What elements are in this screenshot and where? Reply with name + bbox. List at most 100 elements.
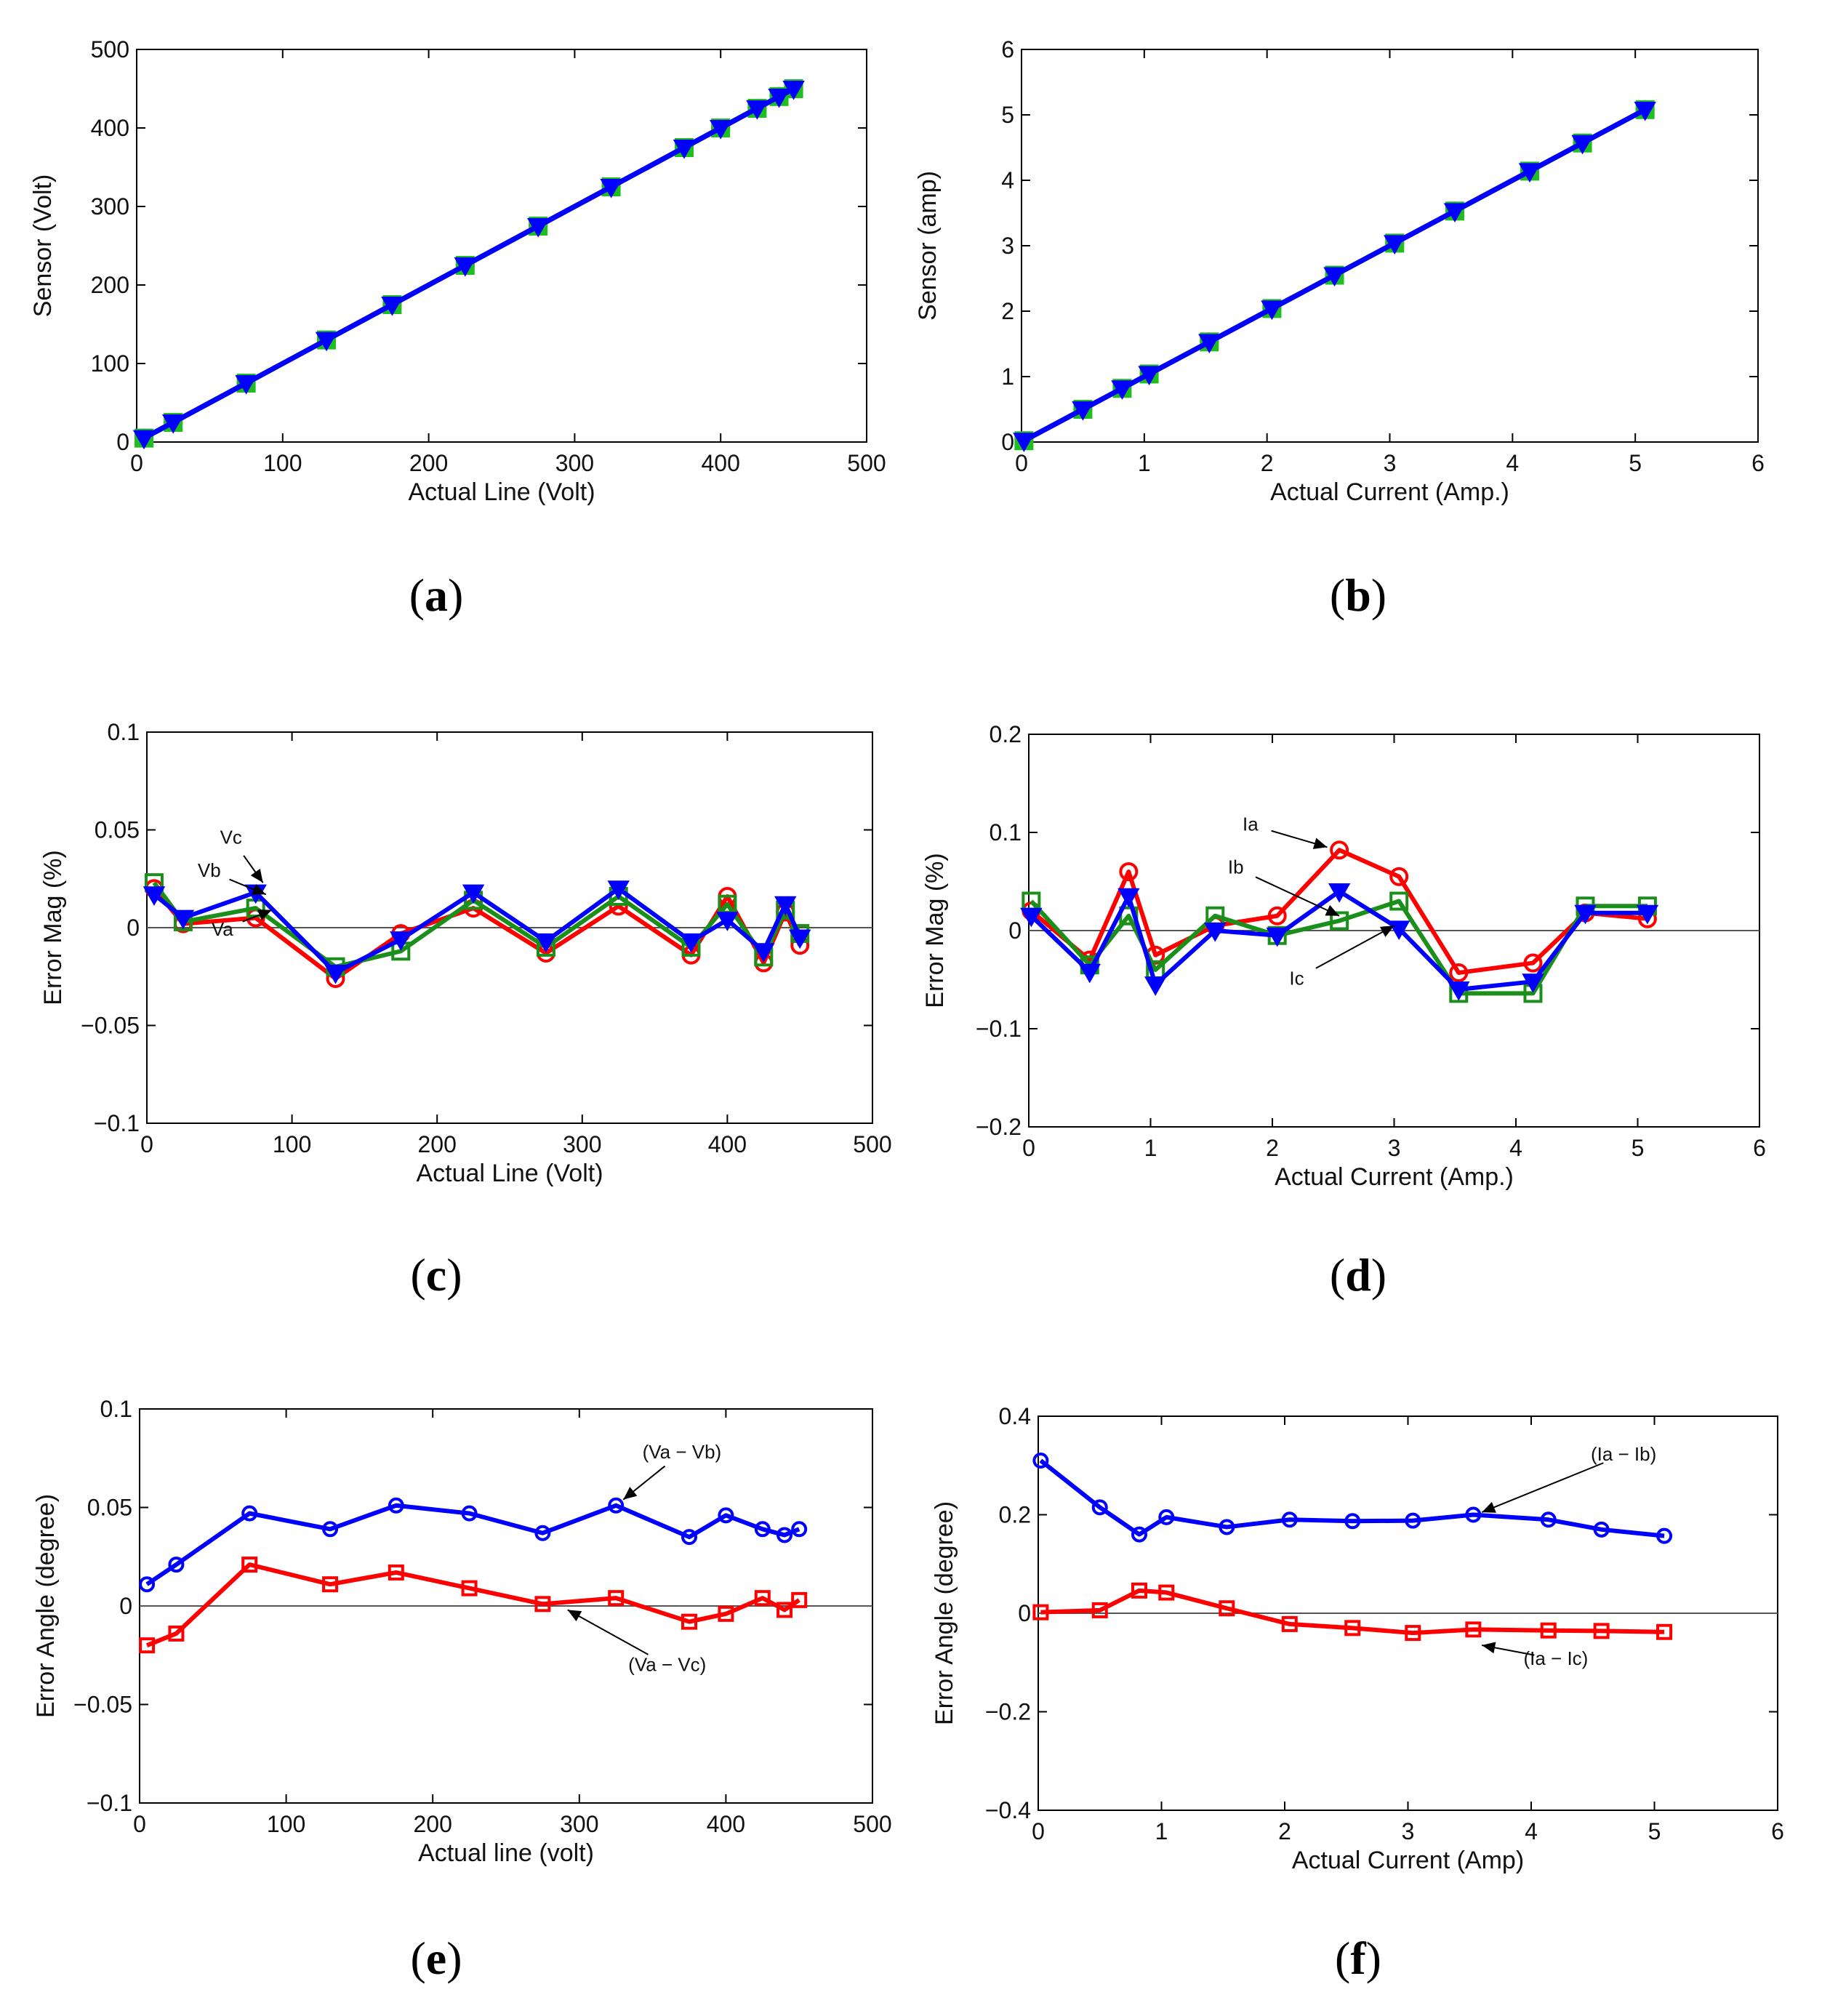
chart-f: 0 1 2 3 4 5 6 −0.4 −0.2 0 0.2 0.4 Actual Current (Am… <box>931 1403 1784 1984</box>
y-tick-label: 2 <box>1001 298 1014 324</box>
annotation-label: (Va − Vb) <box>643 1441 722 1463</box>
marker-s0-p1 <box>168 1557 185 1573</box>
marker-s2-p11 <box>1636 904 1659 925</box>
marker-s0-p9 <box>1540 1511 1557 1528</box>
annotation-label: Ic <box>1289 967 1304 989</box>
x-tick-label: 300 <box>563 1131 601 1157</box>
annotation-label: (Ia − Ib) <box>1591 1443 1656 1465</box>
marker-s2-p0 <box>1013 433 1035 452</box>
marker-s1-p2 <box>1131 1582 1147 1599</box>
series-line-0 <box>145 1503 800 1586</box>
x-tick-label: 0 <box>1015 450 1028 476</box>
y-tick-label: 4 <box>1001 167 1014 193</box>
marker-s0-p0 <box>139 1576 156 1593</box>
x-axis-label: Actual Line (Volt) <box>416 1160 603 1187</box>
marker-s1-p1 <box>168 1625 185 1642</box>
annotation-label: (Va − Vc) <box>628 1653 706 1675</box>
marker-s2-p10 <box>753 943 775 963</box>
chart-a: 0 100 200 300 400 500 0 100 200 300 400 500 Actual L… <box>29 36 886 621</box>
annotation-arrow-line <box>1481 1462 1604 1514</box>
panel-caption: (b) <box>1330 569 1386 621</box>
x-tick-label: 4 <box>1506 450 1519 476</box>
marker-s1-p8 <box>1465 1621 1482 1638</box>
marker-s2-p9 <box>1518 163 1541 183</box>
marker-s1-p10 <box>754 1590 771 1607</box>
y-tick-label: −0.1 <box>976 1016 1022 1042</box>
chart-c: 0 100 200 300 400 500 −0.1 −0.05 0 0.05 0.1 Actual … <box>39 719 892 1301</box>
marker-s1-p8 <box>681 1613 697 1630</box>
marker-s2-p3 <box>1138 366 1160 386</box>
marker-s2-p3 <box>315 332 338 352</box>
annotation-arrow-head <box>1325 904 1340 916</box>
annotation-arrow-head <box>1379 925 1394 937</box>
marker-s0-p8 <box>681 1529 697 1546</box>
y-tick-label: 0 <box>119 1593 132 1619</box>
x-tick-label: 500 <box>853 1131 891 1157</box>
x-tick-label: 400 <box>708 1131 747 1157</box>
marker-s0-p2 <box>1131 1526 1147 1543</box>
marker-s2-p11 <box>1634 101 1656 121</box>
marker-s1-p7 <box>1405 1625 1421 1642</box>
x-tick-label: 1 <box>1155 1818 1168 1844</box>
marker-s1-p6 <box>1330 911 1349 931</box>
annotation-arrow-line <box>1255 876 1340 917</box>
y-tick-label: −0.2 <box>976 1114 1022 1140</box>
marker-s1-p5 <box>1281 1615 1298 1632</box>
marker-s1-p5 <box>461 1580 478 1597</box>
x-tick-label: 5 <box>1648 1818 1661 1844</box>
marker-s1-p7 <box>1389 891 1409 911</box>
x-tick-label: 200 <box>409 450 448 476</box>
annotation-arrow-line <box>1315 925 1394 969</box>
y-axis-label: Error Mag (%) <box>921 853 949 1008</box>
panel-caption-letter: b <box>1345 569 1371 621</box>
y-axis-label: Error Angle (degree) <box>931 1501 958 1725</box>
marker-s0-p11 <box>776 1527 793 1543</box>
series-line-1 <box>145 1562 800 1647</box>
x-axis-label: Actual Current (Amp.) <box>1270 478 1509 506</box>
x-axis-label: Actual Line (Volt) <box>408 478 595 506</box>
marker-s2-p4 <box>390 931 412 951</box>
panel-caption-letter: c <box>426 1249 446 1301</box>
marker-s2-p1 <box>1078 963 1101 984</box>
y-tick-label: 300 <box>91 193 129 220</box>
marker-s2-p8 <box>673 140 696 159</box>
annotation-arrow-head <box>257 909 272 920</box>
marker-s0-p0 <box>1032 1452 1049 1469</box>
marker-s2-p4 <box>381 297 404 316</box>
y-tick-label: 0 <box>1018 1600 1031 1626</box>
marker-s1-p0 <box>139 1637 156 1654</box>
marker-s0-p7 <box>1405 1512 1421 1529</box>
y-tick-label: 0 <box>1008 917 1022 944</box>
y-tick-label: −0.4 <box>985 1797 1031 1823</box>
marker-s1-p4 <box>388 1564 404 1581</box>
y-tick-label: −0.1 <box>87 1790 132 1816</box>
panel-caption: (c) <box>410 1249 462 1301</box>
marker-s2-p5 <box>454 257 477 277</box>
y-axis-label: Sensor (amp) <box>914 171 942 321</box>
annotation-arrow-head <box>251 883 266 895</box>
x-tick-label: 4 <box>1525 1818 1538 1844</box>
x-tick-label: 2 <box>1261 450 1274 476</box>
marker-s2-p5 <box>1261 300 1283 321</box>
marker-s1-p11 <box>776 1602 793 1618</box>
marker-s2-p4 <box>1198 334 1221 353</box>
y-tick-label: 0 <box>127 915 140 941</box>
marker-s2-p10 <box>746 100 768 120</box>
x-tick-label: 5 <box>1629 450 1642 476</box>
marker-s2-p5 <box>462 884 485 904</box>
x-tick-label: 6 <box>1751 450 1765 476</box>
x-tick-label: 400 <box>707 1811 745 1837</box>
marker-s2-p10 <box>1571 134 1594 155</box>
marker-s2-p1 <box>161 414 185 434</box>
annotation-arrow-head <box>1482 1501 1496 1513</box>
marker-s2-p7 <box>600 179 622 198</box>
marker-s0-p3 <box>322 1521 339 1538</box>
panel-caption-letter: a <box>425 569 448 621</box>
marker-s2-p1 <box>1072 401 1094 421</box>
marker-s2-p8 <box>680 933 702 953</box>
annotation-label: Va <box>212 918 233 940</box>
marker-s2-p1 <box>172 909 195 930</box>
marker-s1-p2 <box>241 1557 258 1573</box>
y-tick-label: 0.2 <box>999 1502 1031 1528</box>
marker-s2-p12 <box>782 81 805 100</box>
